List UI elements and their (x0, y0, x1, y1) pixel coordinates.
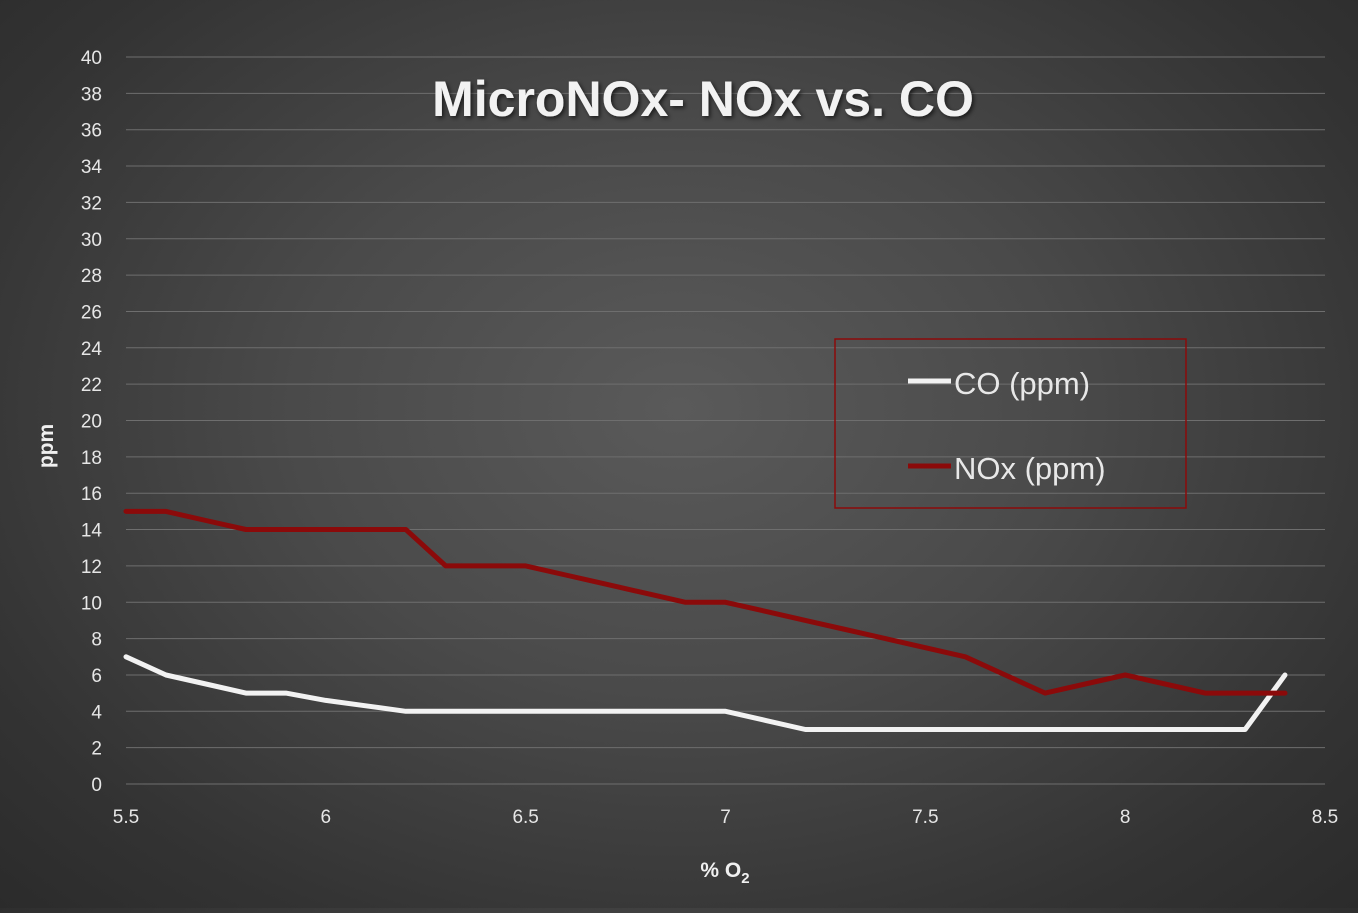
x-tick-label: 8.5 (1312, 807, 1338, 828)
legend: CO (ppm) NOx (ppm) (835, 339, 1186, 508)
y-tick-label: 36 (81, 121, 102, 142)
y-axis-label: ppm (35, 424, 58, 468)
legend-label-co: CO (ppm) (954, 366, 1090, 401)
x-tick-label: 6.5 (512, 807, 538, 828)
y-tick-label: 8 (91, 630, 102, 651)
x-axis-label-main: % O (700, 859, 741, 882)
x-tick-label: 6 (321, 807, 332, 828)
x-axis-label: % O2 (700, 859, 749, 887)
y-tick-label: 22 (81, 375, 102, 396)
y-tick-label: 4 (91, 702, 102, 723)
x-axis-ticks: 5.5 6 6.5 7 7.5 8 8.5 (113, 807, 1338, 828)
x-tick-label: 7 (720, 807, 731, 828)
x-tick-label: 7.5 (912, 807, 938, 828)
y-tick-label: 30 (81, 230, 102, 251)
x-axis-label-subscript: 2 (741, 870, 749, 887)
y-tick-label: 14 (81, 521, 103, 542)
y-tick-label: 40 (81, 48, 102, 69)
y-tick-label: 12 (81, 557, 102, 578)
y-tick-label: 6 (91, 666, 102, 687)
gridlines (126, 57, 1325, 784)
y-tick-label: 32 (81, 193, 102, 214)
chart-title: MicroNOx- NOx vs. CO (432, 71, 974, 127)
x-tick-label: 8 (1120, 807, 1131, 828)
y-tick-label: 16 (81, 484, 102, 505)
y-tick-label: 18 (81, 448, 102, 469)
y-tick-label: 34 (81, 157, 103, 178)
y-tick-label: 10 (81, 593, 102, 614)
legend-label-nox: NOx (ppm) (954, 451, 1106, 486)
y-tick-label: 20 (81, 412, 102, 433)
y-tick-label: 38 (81, 84, 102, 105)
co-series-line (126, 657, 1285, 730)
y-tick-label: 24 (81, 339, 103, 360)
x-tick-label: 5.5 (113, 807, 139, 828)
y-tick-label: 0 (91, 775, 102, 796)
series-lines (126, 511, 1285, 729)
y-tick-label: 28 (81, 266, 102, 287)
y-tick-label: 2 (91, 739, 102, 760)
y-tick-label: 26 (81, 302, 102, 323)
